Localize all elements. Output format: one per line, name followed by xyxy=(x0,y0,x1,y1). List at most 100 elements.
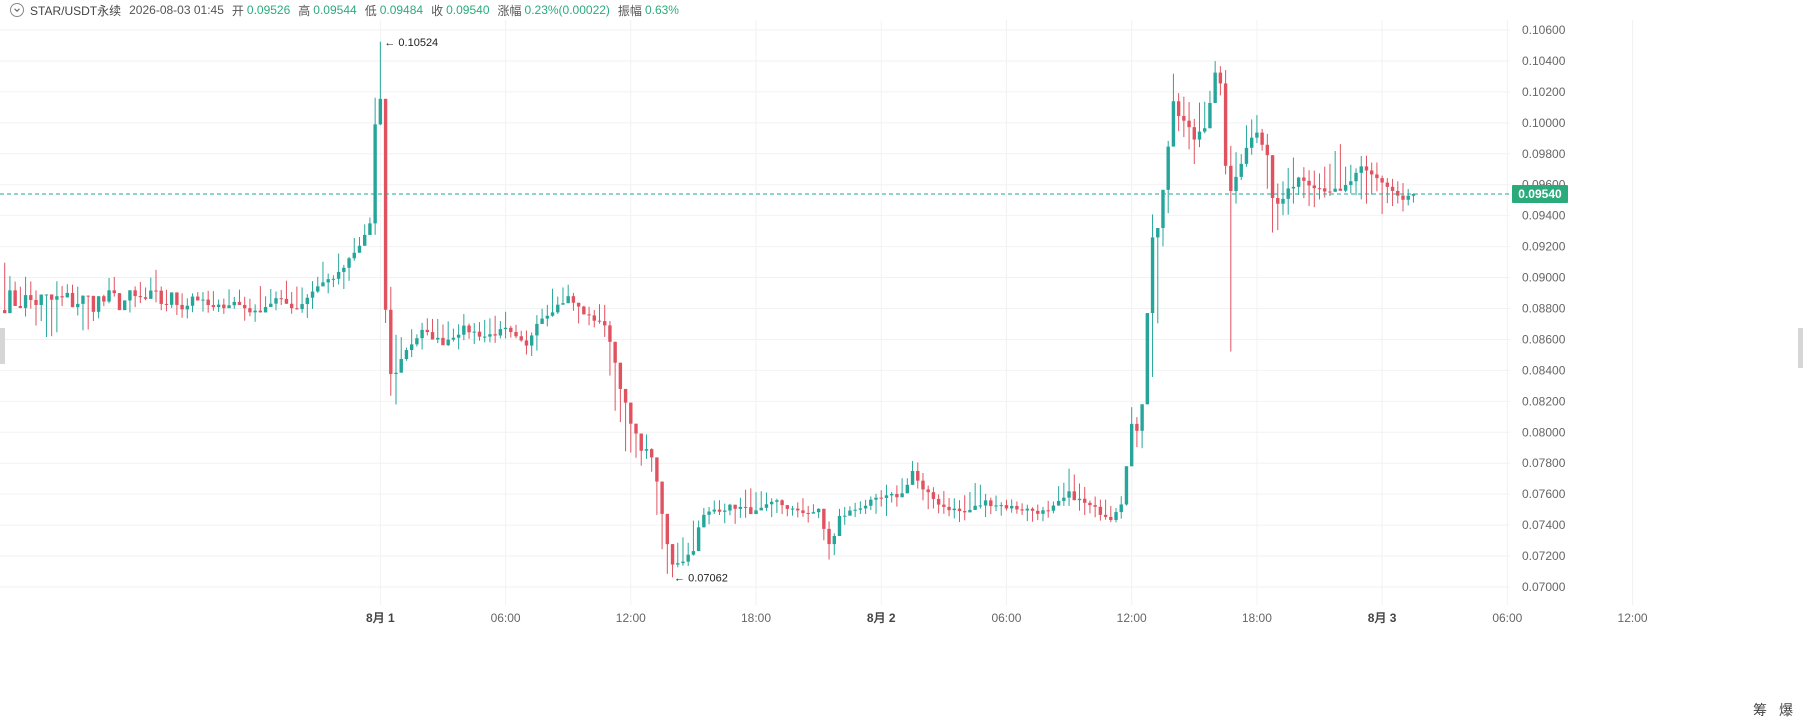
candle-body xyxy=(1020,509,1024,511)
candle xyxy=(1218,66,1223,96)
candle-body xyxy=(665,513,670,545)
candle-body xyxy=(1124,466,1129,505)
candle-body xyxy=(107,290,111,302)
liquidation-button[interactable]: 爆 xyxy=(1779,702,1793,718)
candle xyxy=(1182,96,1186,138)
candle xyxy=(18,286,23,309)
candle xyxy=(550,288,555,317)
candle xyxy=(1176,93,1181,132)
candle xyxy=(660,481,664,550)
candle xyxy=(1286,168,1290,215)
candle xyxy=(232,296,236,309)
candle-body xyxy=(446,339,450,346)
candle xyxy=(556,296,560,314)
candle xyxy=(185,298,190,319)
candle-body xyxy=(1009,505,1014,509)
candle-body xyxy=(331,278,336,280)
candle-body xyxy=(373,124,377,224)
candle-body xyxy=(822,508,826,529)
candle xyxy=(822,508,826,541)
candle xyxy=(493,315,497,343)
high-label: 高 xyxy=(298,3,311,18)
candle xyxy=(1276,183,1280,231)
candle-body xyxy=(13,290,17,306)
candle xyxy=(425,318,430,336)
candle xyxy=(415,334,419,347)
candle xyxy=(169,292,174,309)
candle-body xyxy=(837,515,842,536)
collapse-toggle-icon[interactable] xyxy=(10,3,24,17)
candle xyxy=(326,273,330,294)
candle xyxy=(347,256,351,281)
candle-body xyxy=(336,271,341,279)
candle xyxy=(462,314,466,341)
candle-body xyxy=(1135,423,1139,431)
candle-body xyxy=(1156,228,1160,238)
right-scroll-handle[interactable] xyxy=(1798,328,1803,368)
candle xyxy=(253,304,257,322)
candle xyxy=(498,321,503,339)
candle xyxy=(1041,506,1045,522)
candle-body xyxy=(843,515,847,517)
candle-body xyxy=(34,299,38,305)
candle xyxy=(1109,505,1113,523)
candle-body xyxy=(49,294,54,300)
candle xyxy=(545,304,550,327)
candle-body xyxy=(1213,72,1217,103)
candle-body xyxy=(76,303,80,308)
candle xyxy=(44,294,49,337)
candle-body xyxy=(295,308,299,310)
candle-body xyxy=(853,509,857,511)
close-label: 收 xyxy=(431,3,444,18)
side-tools: 筹 爆 xyxy=(1753,700,1793,720)
low-value: 0.09484 xyxy=(379,3,424,17)
candle-body xyxy=(728,504,732,511)
candle-body xyxy=(999,505,1003,507)
candle xyxy=(582,305,586,315)
left-scroll-handle[interactable] xyxy=(0,328,5,364)
candle-body xyxy=(112,290,116,294)
candle xyxy=(1056,486,1061,506)
time-tick-label: 12:00 xyxy=(616,611,646,625)
price-tick-label: 0.10000 xyxy=(1522,116,1566,130)
price-tick-label: 0.08800 xyxy=(1522,302,1566,316)
candle-body xyxy=(503,327,508,330)
candle xyxy=(472,323,476,345)
candle xyxy=(1030,507,1035,522)
candle xyxy=(295,286,299,310)
candle-body xyxy=(1291,186,1296,189)
candle xyxy=(587,306,591,326)
candle xyxy=(1114,507,1118,523)
open-value: 0.09526 xyxy=(246,3,291,17)
candle xyxy=(289,291,294,314)
candle-body xyxy=(597,320,602,322)
candle-body xyxy=(1098,506,1103,515)
candle xyxy=(483,319,487,343)
candle xyxy=(34,290,38,326)
candle xyxy=(1270,155,1275,233)
chip-distribution-button[interactable]: 筹 xyxy=(1753,702,1767,718)
candle xyxy=(430,318,435,340)
candle xyxy=(1291,157,1296,204)
candle-body xyxy=(1140,404,1144,431)
symbol-name[interactable]: STAR/USDT永续 xyxy=(30,3,122,18)
candle-body xyxy=(65,292,70,298)
candle-body xyxy=(952,508,956,511)
time-tick-label: 18:00 xyxy=(1242,611,1272,625)
candle xyxy=(446,321,450,347)
candle xyxy=(947,498,951,517)
candle xyxy=(973,483,977,510)
candle-body xyxy=(942,504,946,507)
candle xyxy=(529,332,534,356)
candle xyxy=(206,290,210,313)
candle xyxy=(566,284,570,304)
candle xyxy=(571,292,576,311)
candle-body xyxy=(884,495,889,498)
candle xyxy=(175,292,179,315)
candle-body xyxy=(592,315,596,321)
candle-body xyxy=(780,500,784,506)
candle-body xyxy=(227,305,231,309)
candle-body xyxy=(670,544,675,565)
time-tick-label: 12:00 xyxy=(1618,611,1648,625)
